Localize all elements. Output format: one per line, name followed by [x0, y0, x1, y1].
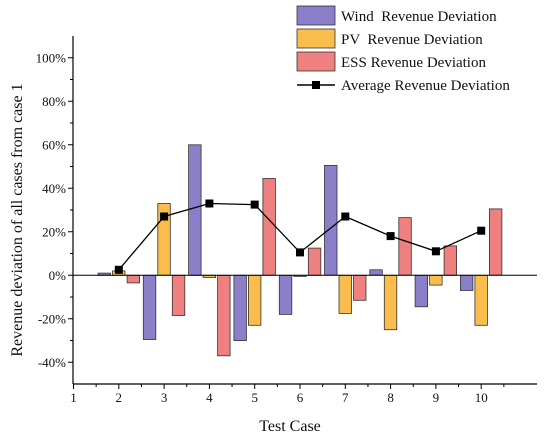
average-line-layer — [114, 199, 486, 274]
x-axis-title: Test Case — [259, 418, 321, 435]
bar-ess-case-10 — [488, 208, 503, 276]
legend-swatch — [296, 5, 336, 26]
average-marker-case-3 — [160, 212, 169, 221]
bar-ess-case-5 — [262, 178, 276, 276]
y-tick-label: 40% — [42, 181, 66, 196]
y-axis-title: Revenue deviation of all cases from case… — [9, 83, 26, 356]
bar-pv-case-5 — [247, 274, 262, 326]
legend-marker — [312, 81, 320, 89]
x-tick-label: 10 — [475, 390, 488, 405]
x-tick-label: 6 — [297, 390, 304, 405]
y-tick-label: 0% — [49, 268, 67, 283]
average-line — [118, 202, 482, 271]
y-tick-label: 80% — [42, 94, 66, 109]
average-marker-case-5 — [250, 200, 259, 209]
x-tick-label: 7 — [342, 390, 349, 405]
average-marker-case-10 — [477, 226, 486, 235]
bar-ess-case-6 — [307, 247, 322, 276]
bar-pv-case-9 — [429, 274, 443, 286]
bar-wind-case-10 — [459, 274, 474, 291]
x-tick-label: 8 — [387, 390, 394, 405]
bar-ess-case-9 — [443, 245, 458, 276]
bar-wind-case-9 — [414, 274, 429, 308]
bar-wind-case-7 — [324, 164, 338, 276]
x-tick-label: 5 — [251, 390, 258, 405]
legend-label: PV Revenue Deviation — [341, 32, 483, 48]
average-marker-case-9 — [431, 247, 440, 256]
bar-ess-case-4 — [217, 274, 231, 357]
bar-pv-case-7 — [338, 274, 352, 314]
x-tick-label: 9 — [433, 390, 440, 405]
bar-pv-case-8 — [383, 274, 398, 331]
bar-wind-case-6 — [278, 274, 293, 315]
bar-wind-case-5 — [233, 274, 247, 341]
y-tick-label: 100% — [36, 50, 67, 65]
legend-label: Wind Revenue Deviation — [341, 9, 497, 25]
legend-label: Average Revenue Deviation — [341, 78, 510, 94]
axes-layer: -40% -20% 0% 20% 40% 60% 80% 100% 1 2 3 4 5 6 7 8 9 10 — [36, 36, 537, 405]
y-tick-label: 60% — [42, 137, 66, 152]
bar-wind-case-3 — [142, 274, 157, 340]
average-marker-case-7 — [341, 212, 350, 221]
average-marker-case-6 — [296, 248, 304, 257]
legend: Wind Revenue Deviation PV Revenue Deviati… — [296, 5, 510, 94]
bar-ess-case-7 — [353, 274, 367, 301]
legend-swatch — [296, 28, 336, 49]
bar-wind-case-8 — [369, 269, 383, 276]
y-tick-label: -20% — [38, 311, 66, 326]
bar-ess-case-8 — [398, 217, 412, 276]
bar-wind-case-4 — [188, 144, 202, 276]
bars-layer — [97, 144, 503, 357]
x-tick-label: 2 — [116, 390, 123, 405]
y-tick-label: 20% — [42, 224, 66, 239]
average-marker-case-2 — [114, 265, 123, 274]
average-marker-case-4 — [205, 199, 214, 208]
average-marker-case-8 — [386, 232, 395, 241]
legend-swatch — [296, 51, 336, 72]
bar-pv-case-10 — [474, 274, 488, 326]
y-tick-label: -40% — [38, 355, 66, 370]
bar-ess-case-3 — [171, 274, 186, 316]
legend-label: ESS Revenue Deviation — [341, 55, 486, 71]
x-tick-label: 3 — [161, 390, 168, 405]
x-tick-label: 1 — [70, 390, 77, 405]
x-tick-label: 4 — [206, 390, 213, 405]
bar-ess-case-2 — [126, 274, 140, 284]
